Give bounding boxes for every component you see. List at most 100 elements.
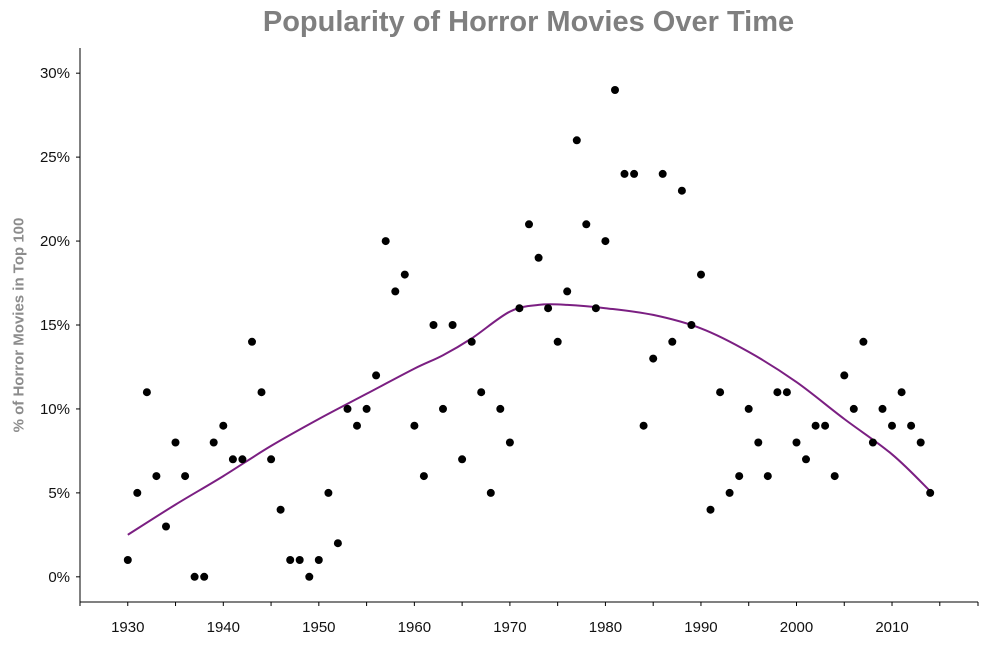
data-point bbox=[515, 304, 524, 313]
x-tick-label: 1980 bbox=[589, 619, 622, 636]
data-point bbox=[630, 169, 639, 178]
chart-title: Popularity of Horror Movies Over Time bbox=[262, 6, 795, 38]
data-point bbox=[792, 438, 801, 447]
data-point bbox=[773, 388, 782, 397]
x-tick-label: 1990 bbox=[684, 619, 717, 636]
x-tick-label: 1970 bbox=[493, 619, 526, 636]
data-point bbox=[400, 270, 409, 279]
y-tick-label: 30% bbox=[40, 65, 70, 82]
x-tick-label: 1930 bbox=[111, 619, 144, 636]
x-tick-label: 2000 bbox=[780, 619, 813, 636]
data-point bbox=[601, 237, 610, 246]
data-point bbox=[324, 488, 333, 497]
data-point bbox=[802, 455, 810, 464]
data-point bbox=[849, 404, 858, 413]
data-point bbox=[897, 388, 906, 397]
data-point bbox=[582, 220, 591, 229]
data-point bbox=[744, 404, 753, 413]
data-point bbox=[639, 421, 648, 430]
data-point bbox=[410, 421, 419, 430]
data-point bbox=[544, 304, 553, 313]
data-point bbox=[735, 472, 744, 481]
x-tick-label: 1940 bbox=[207, 619, 240, 636]
data-point bbox=[534, 253, 543, 262]
data-point bbox=[496, 404, 505, 413]
data-point bbox=[362, 404, 371, 413]
data-point bbox=[228, 455, 237, 464]
y-tick-label: 10% bbox=[40, 401, 70, 418]
y-tick-label: 0% bbox=[48, 569, 70, 586]
data-point bbox=[200, 572, 209, 581]
data-point bbox=[907, 421, 916, 430]
data-point bbox=[811, 421, 820, 430]
data-point bbox=[926, 488, 935, 497]
data-point bbox=[209, 438, 218, 447]
data-point bbox=[133, 488, 142, 497]
data-point bbox=[439, 404, 447, 413]
data-point bbox=[505, 438, 514, 447]
data-point bbox=[219, 421, 228, 430]
data-point bbox=[152, 472, 161, 481]
data-point bbox=[162, 522, 170, 531]
data-point bbox=[916, 438, 925, 447]
data-point bbox=[868, 438, 877, 447]
data-point bbox=[859, 337, 868, 346]
data-point bbox=[677, 186, 686, 195]
data-point bbox=[123, 556, 132, 564]
data-point bbox=[697, 270, 705, 279]
data-point bbox=[419, 472, 428, 481]
data-point bbox=[190, 572, 199, 581]
data-point bbox=[553, 337, 562, 346]
data-point bbox=[725, 488, 734, 497]
data-point bbox=[611, 86, 619, 94]
data-point bbox=[620, 169, 629, 178]
data-point bbox=[840, 371, 849, 380]
data-point bbox=[458, 455, 467, 464]
data-point bbox=[649, 354, 658, 363]
data-points bbox=[123, 86, 935, 581]
data-point bbox=[878, 404, 887, 413]
trend-line-group bbox=[127, 303, 931, 536]
data-point bbox=[238, 455, 247, 464]
data-point bbox=[295, 556, 304, 564]
data-point bbox=[687, 321, 696, 329]
data-point bbox=[142, 388, 151, 397]
data-point bbox=[486, 488, 495, 497]
trend-line bbox=[127, 303, 931, 536]
data-point bbox=[353, 421, 361, 430]
data-point bbox=[821, 421, 830, 430]
data-point bbox=[276, 505, 285, 514]
data-point bbox=[343, 404, 352, 413]
data-point bbox=[754, 438, 763, 447]
data-point bbox=[706, 505, 715, 514]
data-point bbox=[314, 556, 323, 564]
data-point bbox=[381, 237, 390, 246]
data-point bbox=[716, 388, 725, 397]
y-tick-label: 25% bbox=[40, 149, 70, 166]
data-point bbox=[286, 556, 295, 564]
data-point bbox=[830, 472, 839, 481]
data-point bbox=[448, 321, 457, 329]
x-tick-label: 1960 bbox=[398, 619, 431, 636]
data-point bbox=[429, 321, 438, 329]
data-point bbox=[305, 572, 314, 581]
x-tick-label: 1950 bbox=[302, 619, 335, 636]
data-point bbox=[591, 304, 600, 313]
data-point bbox=[563, 287, 572, 296]
data-point bbox=[658, 169, 667, 178]
data-point bbox=[257, 388, 266, 397]
data-point bbox=[181, 472, 190, 481]
data-point bbox=[782, 388, 791, 397]
data-point bbox=[477, 388, 486, 397]
data-point bbox=[248, 337, 256, 346]
data-point bbox=[763, 472, 772, 481]
data-point bbox=[467, 337, 476, 346]
x-tick-label: 2010 bbox=[875, 619, 908, 636]
data-point bbox=[333, 539, 342, 548]
data-point bbox=[572, 136, 581, 145]
data-point bbox=[391, 287, 400, 296]
data-point bbox=[668, 337, 677, 346]
data-point bbox=[171, 438, 180, 447]
data-point bbox=[525, 220, 533, 229]
